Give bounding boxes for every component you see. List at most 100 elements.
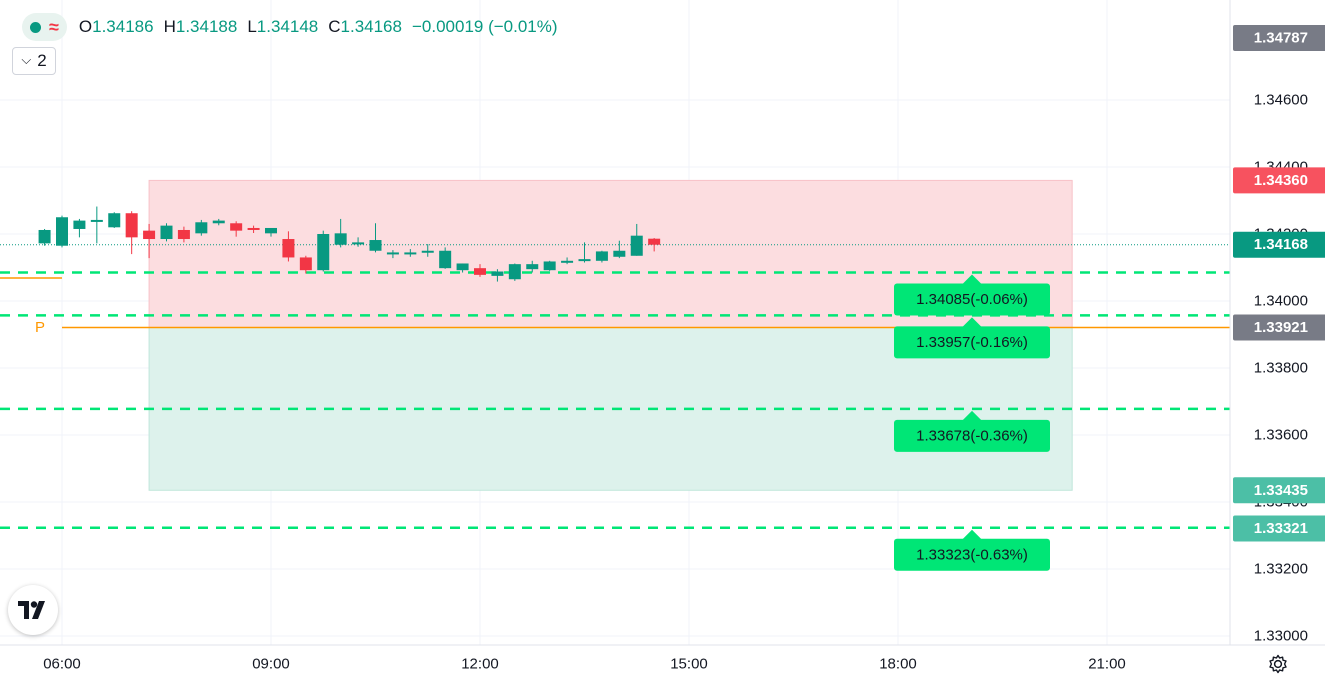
symbol-legend: ≈ O1.34186 H1.34188 L1.34148 C1.34168 −0… <box>22 12 558 42</box>
candle[interactable] <box>177 226 190 243</box>
candle-body <box>526 264 539 270</box>
low-value: L1.34148 <box>247 17 319 36</box>
candle[interactable] <box>334 218 347 248</box>
change-value: −0.00019 (−0.01%) <box>411 17 558 36</box>
candle-body <box>177 229 190 240</box>
level-arrow-icon <box>962 274 982 285</box>
candle-body <box>474 268 486 275</box>
candle[interactable] <box>143 223 156 259</box>
level-label-text: 1.33957(-0.16%) <box>916 334 1028 351</box>
candle[interactable] <box>543 260 556 271</box>
price-badge-bg <box>1233 231 1325 258</box>
candle-body <box>630 235 643 256</box>
candle[interactable] <box>421 244 434 257</box>
candle[interactable] <box>108 212 121 228</box>
candle-body <box>125 213 138 238</box>
candle-body <box>404 252 417 255</box>
candle-body <box>561 260 574 263</box>
candle[interactable] <box>456 263 469 273</box>
candle-body <box>508 264 521 280</box>
candle-body <box>265 227 277 234</box>
collapse-indicators-button[interactable]: ⌵ 2 <box>12 47 56 75</box>
close-value: C1.34168 <box>328 17 402 36</box>
candle[interactable] <box>491 269 504 282</box>
candle[interactable] <box>56 215 68 248</box>
candle[interactable] <box>595 250 608 263</box>
price-badge-text: 1.33435 <box>1254 482 1308 499</box>
level-arrow-icon <box>962 317 982 328</box>
candle-body <box>439 250 452 269</box>
price-badge-last[interactable]: 1.34168 <box>1233 231 1325 258</box>
candle[interactable] <box>352 237 365 247</box>
candle[interactable] <box>578 242 591 263</box>
candle[interactable] <box>630 223 643 256</box>
price-badge-bg <box>1233 167 1325 194</box>
candle[interactable] <box>439 247 452 269</box>
candle[interactable] <box>317 230 330 272</box>
price-tick: 1.33600 <box>1254 427 1308 444</box>
candle[interactable] <box>160 223 173 242</box>
candle[interactable] <box>386 250 399 259</box>
level-label-text: 1.33323(-0.63%) <box>916 546 1028 563</box>
level-labels: 1.34085(-0.06%) 1.33957(-0.16%) 1.33678(-0… <box>894 274 1050 571</box>
candle-body <box>299 257 312 271</box>
candle[interactable] <box>369 223 382 253</box>
candle-body <box>38 229 51 244</box>
price-badge-target[interactable]: 1.33435 <box>1233 477 1325 504</box>
candle[interactable] <box>247 225 260 233</box>
price-badge-pivot[interactable]: 1.33921 <box>1233 314 1325 341</box>
candle[interactable] <box>195 219 208 236</box>
time-tick: 18:00 <box>879 656 917 673</box>
price-badge-stop[interactable]: 1.34360 <box>1233 167 1325 194</box>
level-label-1[interactable]: 1.34085(-0.06%) <box>894 274 1050 316</box>
indicator-count: 2 <box>37 51 47 70</box>
level-label-box <box>894 419 1050 452</box>
candle[interactable] <box>561 257 574 265</box>
candle[interactable] <box>125 211 138 255</box>
candle[interactable] <box>73 218 86 238</box>
candle-body <box>317 234 330 271</box>
candle[interactable] <box>299 255 312 274</box>
candle-body <box>578 259 591 262</box>
candle-body <box>230 223 243 231</box>
candle[interactable] <box>648 238 661 252</box>
candle[interactable] <box>282 231 295 262</box>
candle[interactable] <box>230 221 243 237</box>
gear-icon[interactable] <box>1266 652 1290 676</box>
price-axis: 1.346001.344001.342001.340001.338001.336… <box>1229 0 1325 645</box>
candle-body <box>143 230 156 240</box>
candle[interactable] <box>404 249 417 257</box>
price-badge-bg <box>1233 314 1325 341</box>
approx-wave-icon: ≈ <box>49 17 59 37</box>
candle[interactable] <box>38 228 51 246</box>
candle[interactable] <box>526 260 539 273</box>
time-tick: 12:00 <box>461 656 499 673</box>
price-badge-text: 1.34787 <box>1254 30 1308 47</box>
candle-body <box>90 219 103 222</box>
time-tick: 21:00 <box>1088 656 1126 673</box>
price-tick: 1.33000 <box>1254 628 1308 645</box>
candle[interactable] <box>90 206 103 244</box>
level-label-4[interactable]: 1.33323(-0.63%) <box>894 529 1050 571</box>
status-pill[interactable]: ≈ <box>22 13 67 41</box>
level-label-2[interactable]: 1.33957(-0.16%) <box>894 317 1050 359</box>
time-tick: 15:00 <box>670 656 708 673</box>
price-levels <box>0 271 1230 530</box>
candle[interactable] <box>613 240 626 259</box>
price-badge-top[interactable]: 1.34787 <box>1233 25 1325 51</box>
candle[interactable] <box>265 227 277 237</box>
candle[interactable] <box>212 218 225 226</box>
level-label-3[interactable]: 1.33678(-0.36%) <box>894 410 1050 452</box>
price-badge-bg <box>1233 25 1325 51</box>
candle[interactable] <box>508 263 521 281</box>
candle-body <box>369 240 382 251</box>
price-badge-level4[interactable]: 1.33321 <box>1233 515 1325 542</box>
tradingview-logo[interactable] <box>8 585 58 635</box>
candle-body <box>73 220 86 229</box>
candle-body <box>648 238 661 245</box>
candle[interactable] <box>474 264 486 277</box>
price-tick: 1.33200 <box>1254 561 1308 578</box>
candle-body <box>456 263 469 271</box>
chevron-down-icon: ⌵ <box>21 52 32 67</box>
